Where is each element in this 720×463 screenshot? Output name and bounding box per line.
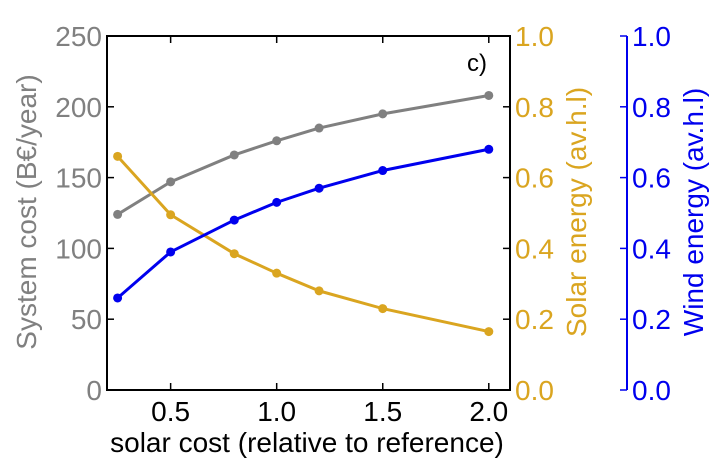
wind-energy-line — [116, 147, 490, 300]
solar-energy-point — [113, 151, 123, 161]
x-tick-label: 2.0 — [469, 396, 508, 427]
system-cost-point — [272, 136, 282, 146]
x-tick-label: 0.5 — [151, 396, 190, 427]
wind-tick-label: 0.0 — [632, 375, 671, 406]
left-tick-label: 250 — [55, 21, 102, 52]
solar-tick-label: 0.6 — [515, 163, 554, 194]
panel-label: c) — [467, 50, 487, 77]
solar-energy-point — [378, 304, 388, 314]
wind-tick-label: 1.0 — [632, 21, 671, 52]
wind-tick-label: 0.8 — [632, 92, 671, 123]
plot-frame — [106, 35, 511, 391]
x-axis-title: solar cost (relative to reference) — [110, 427, 504, 458]
wind-energy-point — [113, 293, 123, 303]
system-cost-point — [314, 123, 324, 133]
left-tick-label: 150 — [55, 163, 102, 194]
system-cost-point — [229, 150, 239, 160]
wind-tick-label: 0.4 — [632, 233, 671, 264]
wind-energy-point — [314, 183, 324, 193]
left-axis-title: System cost (B€/year) — [11, 74, 42, 349]
solar-energy-point — [314, 286, 324, 296]
solar-energy-point — [484, 327, 494, 337]
solar-energy-point — [166, 210, 176, 220]
x-tick-label: 1.0 — [257, 396, 296, 427]
wind-energy-point — [229, 215, 239, 225]
solar-tick-label: 0.2 — [515, 304, 554, 335]
solar-energy-point — [229, 249, 239, 259]
wind-tick-label: 0.6 — [632, 163, 671, 194]
system-cost-point — [113, 209, 123, 219]
solar-axis-title: Solar energy (av.h.l) — [561, 87, 592, 337]
wind-energy-point — [484, 144, 494, 154]
solar-energy-point — [272, 268, 282, 278]
wind-tick-label: 0.2 — [632, 304, 671, 335]
solar-tick-label: 0.8 — [515, 92, 554, 123]
x-tick-label: 1.5 — [363, 396, 402, 427]
wind-energy-point — [272, 197, 282, 207]
left-tick-label: 0 — [86, 375, 102, 406]
wind-energy-point — [166, 247, 176, 257]
solar-tick-label: 0.0 — [515, 375, 554, 406]
solar-tick-label: 1.0 — [515, 21, 554, 52]
system-cost-point — [166, 177, 176, 187]
system-cost-point — [484, 90, 494, 100]
left-tick-label: 100 — [55, 233, 102, 264]
solar-tick-label: 0.4 — [515, 233, 554, 264]
wind-axis-title: Wind energy (av.h.l) — [678, 88, 709, 336]
left-tick-label: 200 — [55, 92, 102, 123]
system-cost-line — [116, 93, 490, 216]
wind-energy-point — [378, 166, 388, 176]
left-tick-label: 50 — [71, 304, 102, 335]
system-cost-point — [378, 109, 388, 119]
